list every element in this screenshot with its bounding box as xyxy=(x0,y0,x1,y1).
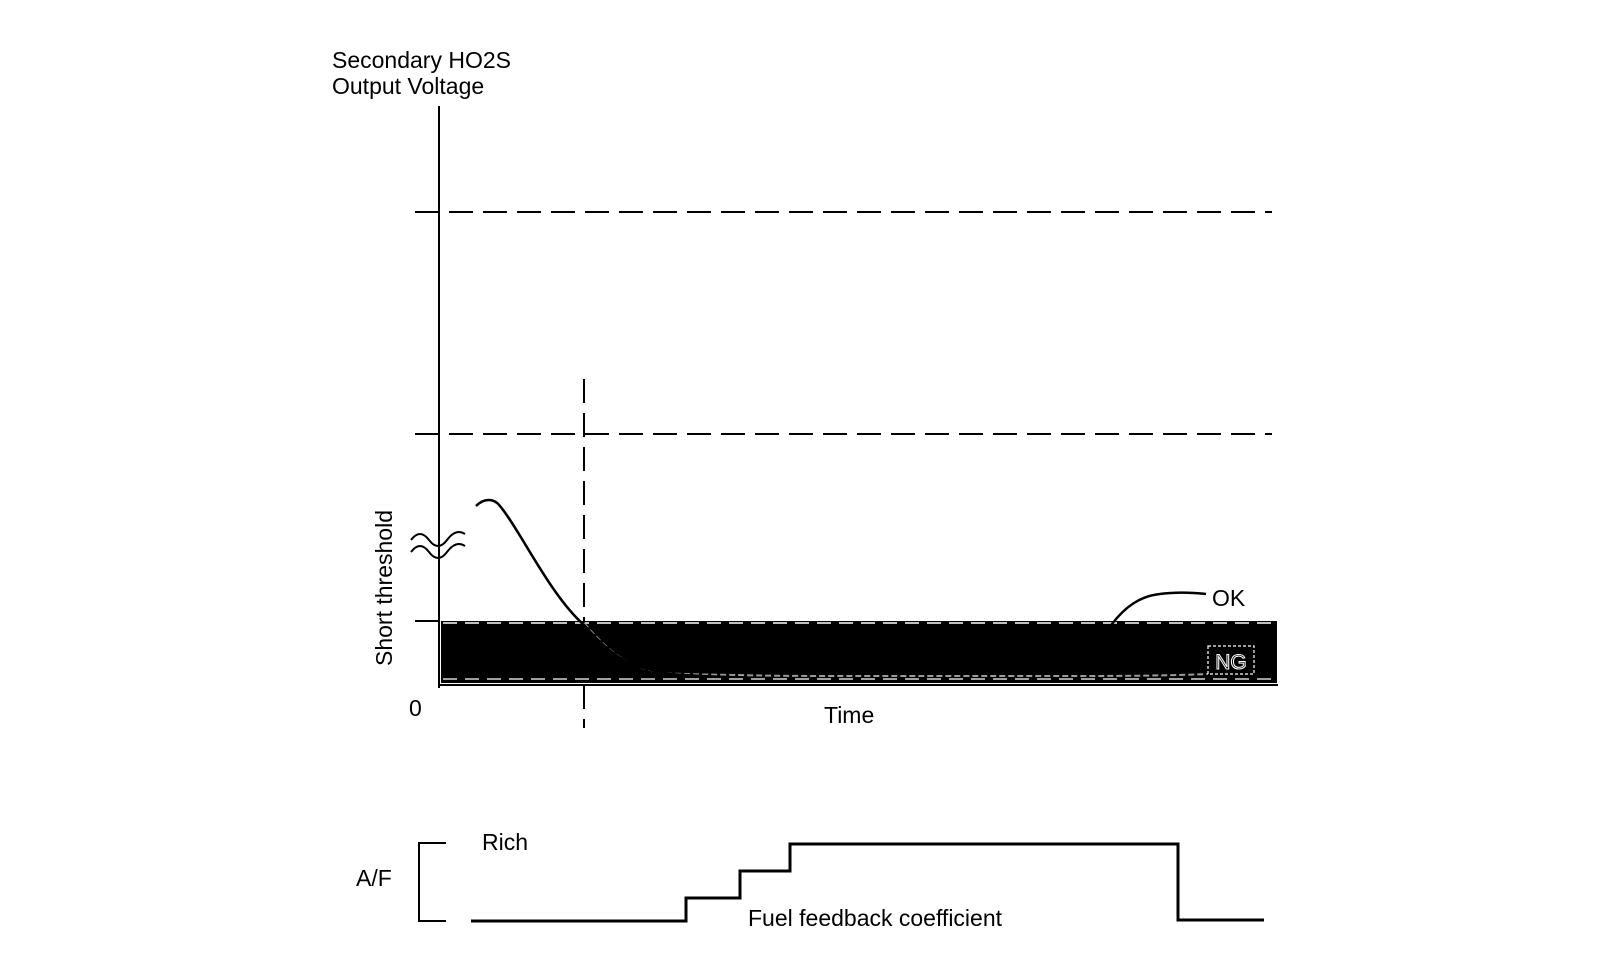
x-axis-label-time: Time xyxy=(824,702,874,728)
voltage-curve-ok xyxy=(475,498,1207,675)
rich-label: Rich xyxy=(482,829,528,855)
af-bracket xyxy=(418,842,446,922)
axis-break-symbol xyxy=(410,531,466,559)
y-axis-label-line1: Secondary HO2S xyxy=(332,47,511,73)
short-threshold-label: Short threshold xyxy=(371,510,397,666)
ng-label-box xyxy=(1207,645,1255,675)
ok-label: OK xyxy=(1212,585,1246,611)
y-axis-label-line2: Output Voltage xyxy=(332,73,484,99)
fuel-feedback-coefficient-label: Fuel feedback coefficient xyxy=(748,905,1003,931)
fuel-feedback-signal xyxy=(471,842,1264,923)
origin-label: 0 xyxy=(409,695,422,721)
ng-label: NG xyxy=(1215,651,1247,674)
af-axis-label: A/F xyxy=(356,865,392,891)
